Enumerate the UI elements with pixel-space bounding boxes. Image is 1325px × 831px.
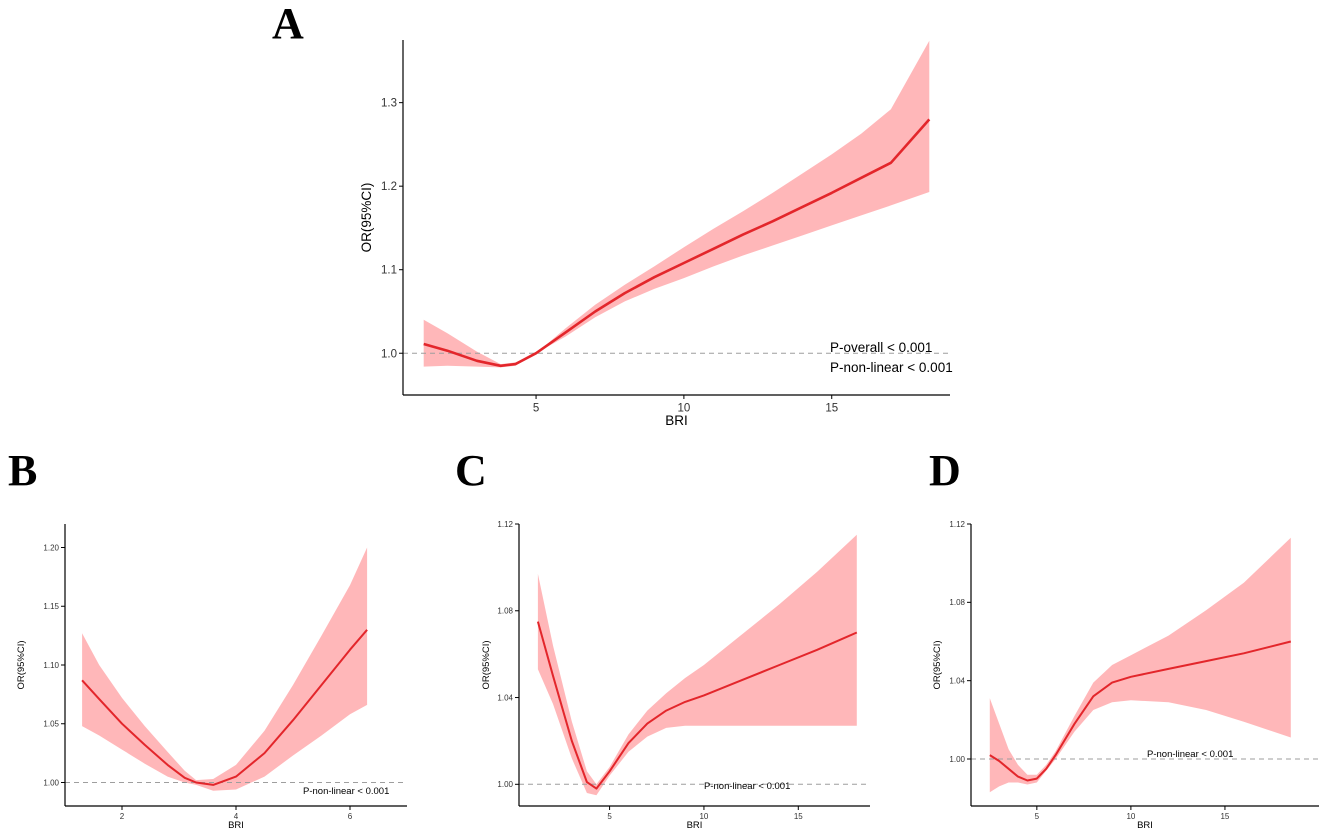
y-axis-title: OR(95%CI) xyxy=(932,640,943,689)
y-axis-title: OR(95%CI) xyxy=(481,640,492,689)
y-tick-label: 1.2 xyxy=(381,181,397,193)
p-non-linear-annotation: P-non-linear < 0.001 xyxy=(1147,749,1233,760)
x-tick-label: 4 xyxy=(234,812,239,821)
x-tick-label: 5 xyxy=(533,403,539,415)
or-curve xyxy=(989,640,1292,782)
x-tick-label: 15 xyxy=(794,812,803,821)
confidence-band xyxy=(989,537,1291,793)
y-tick-label: 1.08 xyxy=(949,598,965,607)
confidence-band xyxy=(82,547,368,791)
x-axis-title: BRI xyxy=(687,820,703,831)
y-tick-label: 1.00 xyxy=(43,778,59,787)
confidence-band xyxy=(537,534,857,796)
p-overall-annotation: P-overall < 0.001 xyxy=(830,340,932,355)
x-tick-label: 10 xyxy=(699,812,708,821)
x-axis-title: BRI xyxy=(1137,820,1153,831)
panel-letter: D xyxy=(929,446,961,495)
y-tick-label: 1.12 xyxy=(497,520,513,529)
x-tick-label: 15 xyxy=(825,403,838,415)
panel-b: B 1.00 1.05 1.10 1.15 1.20 2 4 6 BRI OR(95%CI) P-no… xyxy=(8,446,407,831)
x-tick-label: 6 xyxy=(348,812,353,821)
or-curve xyxy=(81,629,368,786)
panel-a: A 1.0 1.1 1.2 1.3 5 10 15 BRI OR(95%CI) P-overall … xyxy=(272,0,953,428)
y-tick-label: 1.12 xyxy=(949,520,965,529)
x-tick-label: 10 xyxy=(677,403,690,415)
panel-letter: C xyxy=(455,446,487,495)
confidence-band xyxy=(423,40,930,368)
y-tick-label: 1.0 xyxy=(381,348,397,360)
p-non-linear-annotation: P-non-linear < 0.001 xyxy=(704,781,790,792)
y-tick-label: 1.00 xyxy=(949,755,965,764)
y-tick-label: 1.20 xyxy=(43,543,59,552)
y-axis-title: OR(95%CI) xyxy=(16,640,27,689)
or-curve xyxy=(536,621,858,790)
panel-d: D 1.00 1.04 1.08 1.12 5 10 15 BRI OR(95%CI) P-non-… xyxy=(929,446,1319,831)
y-tick-label: 1.10 xyxy=(43,661,59,670)
or-curve xyxy=(423,118,931,368)
x-tick-label: 10 xyxy=(1126,812,1135,821)
y-tick-label: 1.00 xyxy=(497,780,513,789)
panel-letter: A xyxy=(272,0,304,48)
y-tick-label: 1.3 xyxy=(381,98,397,110)
x-tick-label: 15 xyxy=(1220,812,1229,821)
x-axis-title: BRI xyxy=(665,413,688,428)
x-tick-label: 2 xyxy=(120,812,125,821)
y-tick-label: 1.1 xyxy=(381,265,397,277)
panel-c: C 1.00 1.04 1.08 1.12 5 10 15 BRI OR(95%CI) P-non-… xyxy=(455,446,870,831)
x-axis-title: BRI xyxy=(228,820,244,831)
p-non-linear-annotation: P-non-linear < 0.001 xyxy=(830,360,953,375)
y-tick-label: 1.04 xyxy=(949,676,965,685)
x-tick-label: 5 xyxy=(607,812,612,821)
y-tick-label: 1.15 xyxy=(43,602,59,611)
y-tick-label: 1.08 xyxy=(497,607,513,616)
p-non-linear-annotation: P-non-linear < 0.001 xyxy=(303,786,389,797)
y-tick-label: 1.05 xyxy=(43,720,59,729)
x-tick-label: 5 xyxy=(1035,812,1040,821)
y-tick-label: 1.04 xyxy=(497,693,513,702)
y-axis-title: OR(95%CI) xyxy=(359,183,374,253)
panel-letter: B xyxy=(8,446,37,495)
